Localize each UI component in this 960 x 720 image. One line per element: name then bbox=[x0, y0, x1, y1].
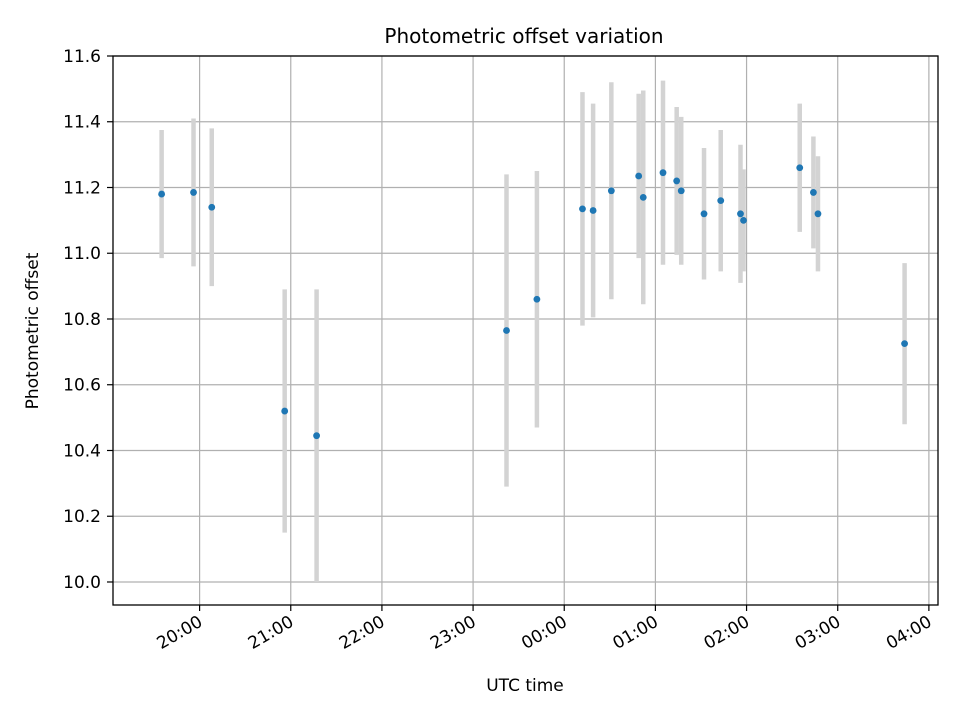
y-tick-label: 10.4 bbox=[63, 441, 101, 461]
data-point bbox=[700, 210, 708, 218]
y-tick-label: 10.6 bbox=[63, 376, 101, 396]
y-tick-label: 11.2 bbox=[63, 178, 101, 198]
data-point bbox=[814, 210, 822, 218]
y-tick-label: 11.6 bbox=[63, 47, 101, 67]
y-tick-label: 11.0 bbox=[63, 244, 101, 264]
data-point bbox=[796, 164, 804, 172]
data-point bbox=[740, 216, 747, 224]
data-point bbox=[579, 205, 586, 213]
data-point bbox=[659, 169, 667, 177]
data-point bbox=[313, 432, 320, 440]
data-point bbox=[737, 210, 744, 218]
data-points bbox=[158, 164, 908, 440]
data-point bbox=[635, 172, 643, 180]
data-point bbox=[281, 407, 289, 415]
data-point bbox=[810, 189, 817, 196]
data-point bbox=[639, 193, 647, 201]
y-tick-label: 11.4 bbox=[63, 113, 101, 133]
y-tick-label: 10.2 bbox=[63, 507, 101, 527]
data-point bbox=[677, 187, 685, 195]
data-point bbox=[673, 177, 681, 185]
y-axis-title: Photometric offset bbox=[23, 252, 43, 409]
data-point bbox=[208, 203, 216, 211]
data-point bbox=[607, 187, 615, 195]
data-point bbox=[158, 190, 166, 198]
data-point bbox=[901, 340, 908, 348]
y-tick-label: 10.8 bbox=[63, 310, 101, 330]
plot-frame bbox=[112, 55, 939, 606]
data-point bbox=[190, 189, 197, 196]
y-tick-label: 10.0 bbox=[63, 573, 101, 593]
x-axis-title: UTC time bbox=[486, 676, 564, 696]
data-point bbox=[503, 327, 510, 334]
chart-title: Photometric offset variation bbox=[384, 24, 663, 48]
data-point bbox=[717, 197, 725, 205]
data-point bbox=[533, 295, 541, 303]
y-axis: 10.0 10.2 10.4 10.6 10.8 11.0 11.2 11.4 11.6 bbox=[63, 47, 113, 593]
data-point bbox=[589, 207, 597, 214]
